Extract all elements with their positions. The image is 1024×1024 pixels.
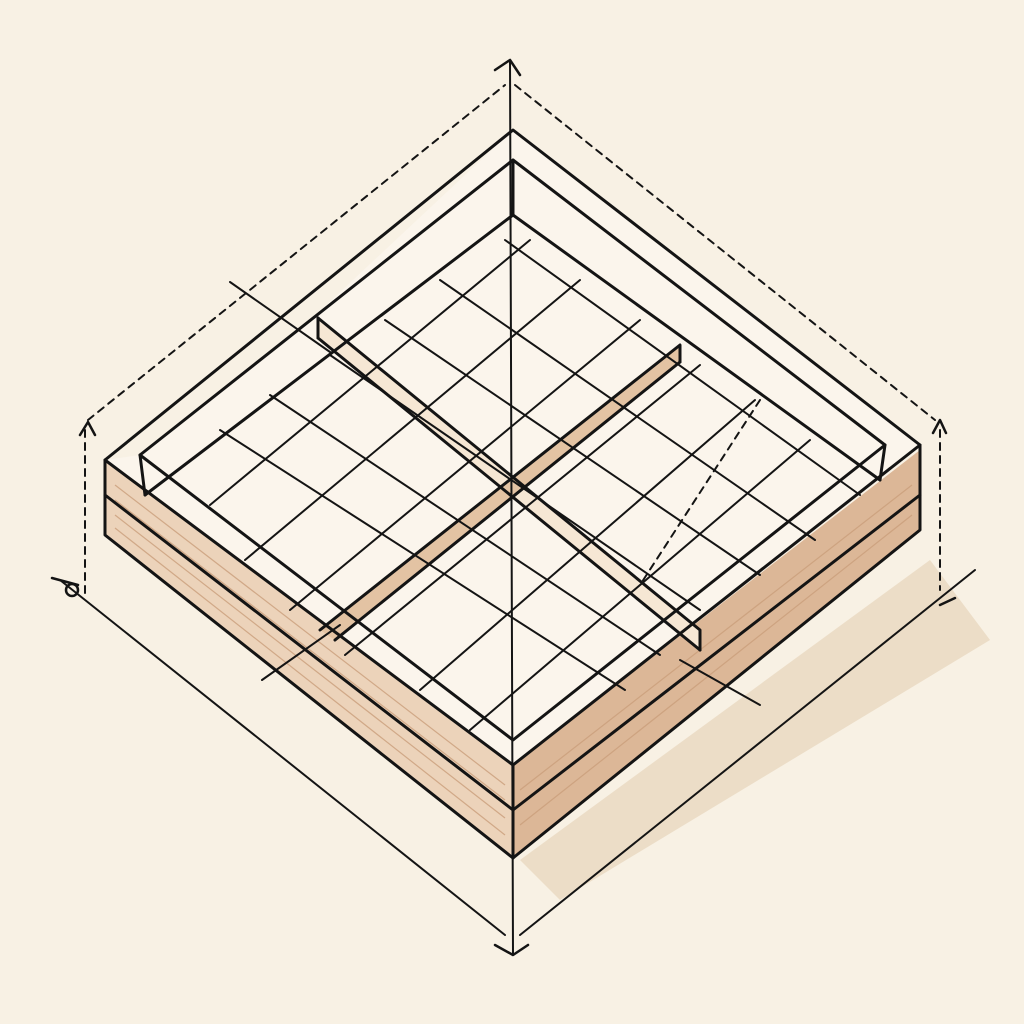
outer-face-grain xyxy=(114,484,913,836)
dimension-arrow-icon xyxy=(78,58,948,957)
tick-mark-icon xyxy=(50,576,957,607)
front-left-outer-face xyxy=(105,460,513,858)
divider-outline xyxy=(316,316,702,652)
center-axis-line xyxy=(509,59,514,956)
dashed-dimension-lines xyxy=(84,84,941,596)
divider-plank-short xyxy=(320,345,680,640)
cast-shadow xyxy=(520,560,990,900)
dimension-lines xyxy=(59,281,976,936)
floor-grid xyxy=(209,239,861,731)
